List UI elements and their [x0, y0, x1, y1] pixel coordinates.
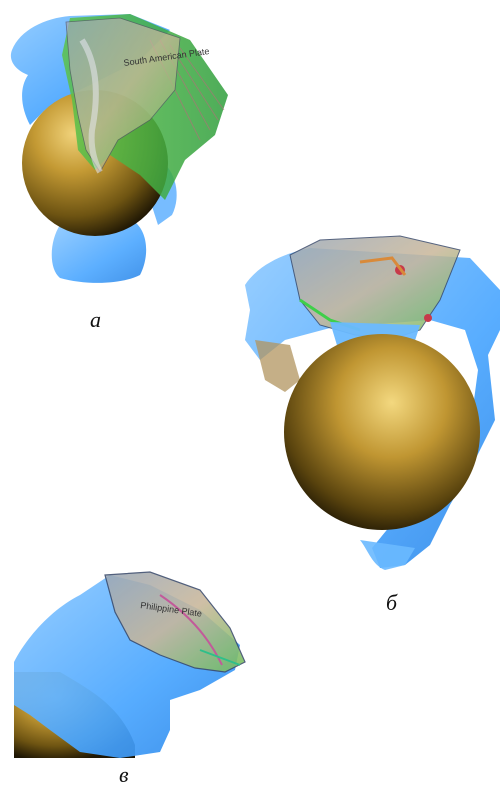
panel-b-model [245, 235, 500, 570]
panel-b-map [289, 235, 461, 339]
panel-a-slab-lower [51, 222, 147, 283]
panel-b-core-sphere [284, 334, 480, 530]
panel-a-model: South American Plate [10, 14, 228, 283]
caption-b: б [386, 590, 398, 615]
panel-c-model: Philippine Plate [14, 571, 246, 758]
panel-c-map [104, 571, 246, 673]
caption-c: в [119, 762, 129, 787]
caption-a: а [90, 307, 101, 332]
